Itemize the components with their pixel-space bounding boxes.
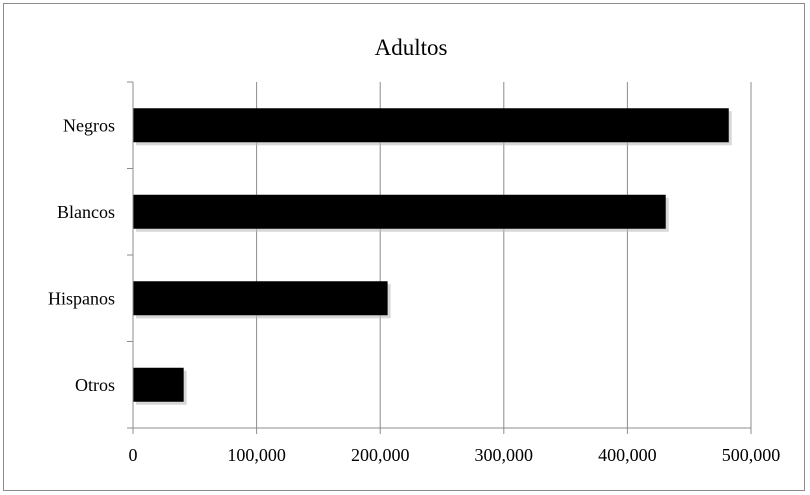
category-label: Negros: [63, 115, 115, 135]
bar-blancos: [133, 194, 666, 229]
x-tick-label: 400,000: [598, 445, 657, 465]
axes: [127, 81, 752, 434]
axis-labels: 0 100,000 200,000 300,000 400,000 500,000 Negr…: [48, 115, 780, 465]
x-tick-label: 500,000: [722, 445, 781, 465]
chart-title: Adultos: [375, 35, 448, 60]
bar-otros: [133, 367, 184, 402]
category-label: Hispanos: [48, 288, 115, 308]
x-tick-label: 0: [129, 445, 138, 465]
bar-negros: [133, 108, 729, 143]
bars: [133, 108, 732, 405]
category-label: Otros: [75, 375, 115, 395]
bar-hispanos: [133, 281, 388, 316]
x-tick-label: 100,000: [227, 445, 286, 465]
category-label: Blancos: [57, 202, 115, 222]
chart-canvas: Adultos 0 100,000 200,000 300,000 400,000 500…: [48, 35, 780, 465]
x-tick-label: 300,000: [475, 445, 534, 465]
x-tick-label: 200,000: [351, 445, 410, 465]
chart-frame: Adultos 0 100,000 200,000 300,000 400,000 500…: [3, 3, 805, 491]
